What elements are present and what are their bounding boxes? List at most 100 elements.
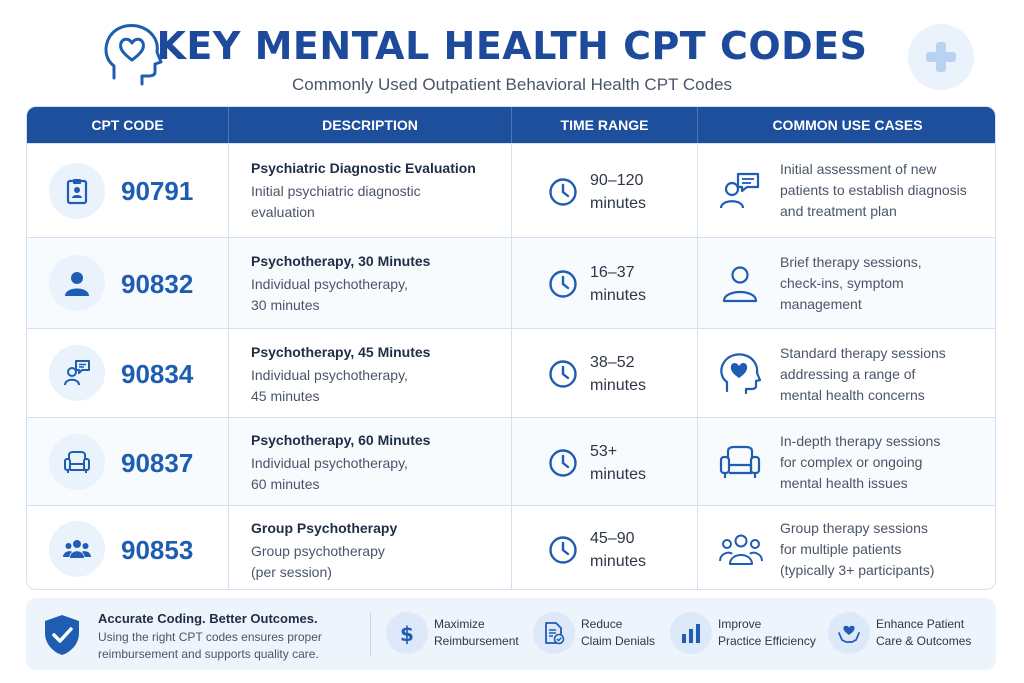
benefit-line: Claim Denials [581,634,656,648]
use-cases-cell: Initial assessment of new patients to es… [697,144,995,237]
clock-icon [549,360,577,388]
description-line: Individual psychotherapy, [251,455,408,471]
table-row: 90832 Psychotherapy, 30 Minutes Individu… [27,237,995,328]
heart-hands-icon [838,625,860,643]
cpt-code: 90837 [121,448,194,478]
time-cell: 45–90 minutes [511,506,697,589]
code-icon-badge [49,163,105,219]
footer-text-line: Using the right CPT codes ensures proper [98,630,322,644]
page-subtitle: Commonly Used Outpatient Behavioral Heal… [291,75,732,94]
use-case-line: Group therapy sessions [780,520,928,536]
time-value: 16–37 [590,264,635,281]
use-case-line: mental health concerns [780,387,925,403]
use-cases-cell: Standard therapy sessions addressing a r… [697,329,995,417]
header: KEY MENTAL HEALTH CPT CODES Commonly Use… [0,0,1024,104]
use-case-text: Brief therapy sessions, check-ins, sympt… [780,252,970,315]
shield-check-icon [45,615,79,655]
person-chat-icon [719,172,760,209]
clock-icon [549,270,577,298]
description-title: Psychotherapy, 30 Minutes [251,253,431,269]
use-case-line: and treatment plan [780,203,897,219]
use-case-line: for multiple patients [780,541,902,557]
use-case-line: for complex or ongoing [780,454,923,470]
description-line: (per session) [251,564,332,580]
footer-text: Using the right CPT codes ensures proper… [98,629,358,663]
cpt-code: 90834 [121,359,194,389]
use-cases-cell: Group therapy sessions for multiple pati… [697,506,995,589]
time-range: 38–52 minutes [590,351,690,397]
cpt-code: 90832 [121,269,194,299]
benefit-line: Maximize [434,617,485,631]
footer-divider [370,612,371,656]
benefit-line: Reimbursement [434,634,519,648]
bar-chart-icon [682,624,700,643]
description-cell: Group Psychotherapy Group psychotherapy … [228,506,511,589]
group-icon [63,540,91,558]
use-case-text: In-depth therapy sessions for complex or… [780,431,970,494]
use-case-line: (typically 3+ participants) [780,562,935,578]
description-text: Initial psychiatric diagnostic evaluatio… [251,181,501,223]
benefit-line: Practice Efficiency [718,634,816,648]
benefit-label: Reduce Claim Denials [581,616,655,650]
code-icon-badge [49,345,105,401]
use-case-line: management [780,296,862,312]
document-check-icon [545,622,565,645]
use-case-line: check-ins, symptom [780,275,904,291]
time-cell: 90–120 minutes [511,144,697,237]
time-range: 53+ minutes [590,440,690,486]
description-line: Group psychotherapy [251,543,385,559]
benefit-label: Enhance Patient Care & Outcomes [876,616,971,650]
use-case-line: Standard therapy sessions [780,345,946,361]
page-title: KEY MENTAL HEALTH CPT CODES [156,24,868,68]
table-row: 90834 Psychotherapy, 45 Minutes Individu… [27,328,995,417]
benefit-line: Reduce [581,617,623,631]
description-cell: Psychotherapy, 45 Minutes Individual psy… [228,329,511,417]
svg-text:$: $ [400,622,414,645]
description-text: Individual psychotherapy, 45 minutes [251,365,501,407]
time-unit: minutes [590,195,647,212]
use-case-line: Initial assessment of new [780,161,937,177]
time-unit: minutes [590,377,647,394]
code-icon-badge [49,521,105,577]
time-range: 90–120 minutes [590,169,690,215]
description-cell: Psychotherapy, 30 Minutes Individual psy… [228,238,511,328]
description-line: 30 minutes [251,297,320,313]
code-cell: 90791 [27,144,228,237]
description-text: Individual psychotherapy, 60 minutes [251,453,501,495]
code-cell: 90837 [27,418,228,505]
benefit-line: Care & Outcomes [876,634,972,648]
time-cell: 16–37 minutes [511,238,697,328]
head-heart-icon [104,24,163,86]
time-unit: minutes [590,466,647,483]
benefit-label: Maximize Reimbursement [434,616,519,650]
use-cases-cell: In-depth therapy sessions for complex or… [697,418,995,505]
benefit-reimbursement: $ Maximize Reimbursement [386,612,526,656]
time-value: 53+ [590,443,618,460]
benefit-icon-badge [533,612,575,654]
benefit-claim-denials: Reduce Claim Denials [533,612,668,656]
benefit-icon-badge [828,612,870,654]
code-cell: 90834 [27,329,228,417]
header-use-cases: COMMON USE CASES [697,107,995,143]
header-description: DESCRIPTION [228,107,511,143]
clock-icon [549,449,577,477]
use-case-text: Standard therapy sessions addressing a r… [780,343,970,406]
description-line: evaluation [251,204,315,220]
clock-icon [549,536,577,564]
armchair-icon [64,451,90,473]
description-line: Initial psychiatric diagnostic [251,183,421,199]
time-value: 90–120 [590,172,644,189]
code-cell: 90832 [27,238,228,328]
table-row: 90853 Group Psychotherapy Group psychoth… [27,505,995,589]
code-icon-badge [49,255,105,311]
person-icon [65,272,89,296]
time-cell: 53+ minutes [511,418,697,505]
description-text: Group psychotherapy (per session) [251,541,501,583]
time-unit: minutes [590,553,647,570]
description-cell: Psychotherapy, 60 Minutes Individual psy… [228,418,511,505]
time-cell: 38–52 minutes [511,329,697,417]
footer-banner: Accurate Coding. Better Outcomes. Using … [26,598,996,670]
description-text: Individual psychotherapy, 30 minutes [251,274,501,316]
code-cell: 90853 [27,506,228,589]
time-value: 45–90 [590,530,635,547]
